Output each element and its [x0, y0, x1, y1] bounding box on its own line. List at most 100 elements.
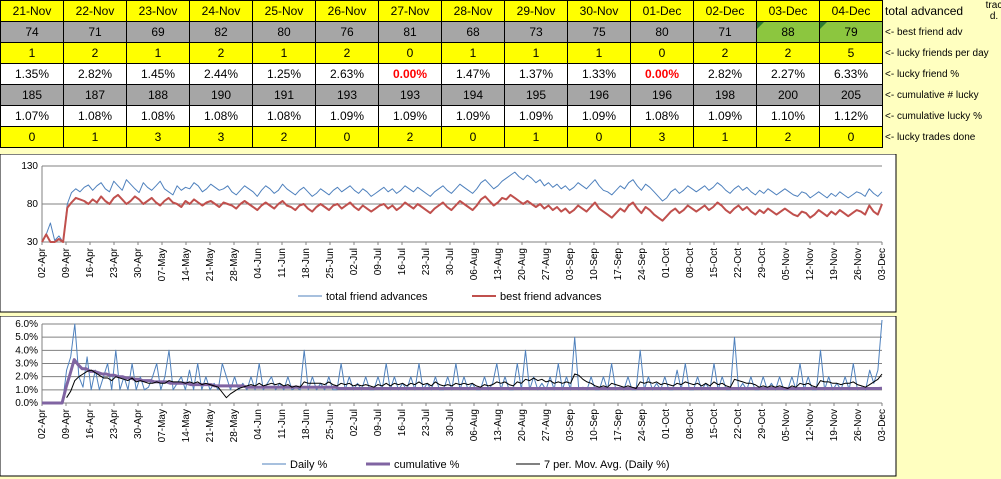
x-tick-label: 04-Jun [253, 409, 264, 440]
series-line-0 [42, 319, 883, 404]
table-cell: 1.08% [630, 105, 694, 127]
date-header-2: 23-Nov [126, 0, 190, 22]
table-cell: 1 [504, 42, 568, 64]
x-tick-label: 14-May [181, 409, 192, 442]
table-cell: 81 [378, 21, 442, 43]
table-row: 185 187 188 190 191 193 193 194 195 196 196 198 200 2… [0, 84, 1001, 106]
x-tick-label: 01-Oct [661, 248, 672, 278]
table-cell: 0 [630, 42, 694, 64]
table-cell: 75 [567, 21, 631, 43]
table-cell: 1 [567, 42, 631, 64]
table-cell: 2 [189, 42, 253, 64]
table-cell: 1 [441, 42, 505, 64]
chart2-series [42, 319, 883, 405]
date-header-1: 22-Nov [63, 0, 127, 22]
row-label: <- lucky friends per day [882, 42, 1001, 64]
table-cell: 80 [252, 21, 316, 43]
total-advanced-header: total advanced [882, 0, 1001, 22]
row-label: <- cumulative # lucky [882, 84, 1001, 106]
x-tick-label: 27-Aug [541, 409, 552, 441]
y-tick-label: 130 [21, 161, 38, 172]
table-cell: 1.09% [693, 105, 757, 127]
x-tick-label: 23-Jul [421, 409, 432, 436]
table-cell: 1.09% [567, 105, 631, 127]
table-cell: 200 [756, 84, 820, 106]
table-cell: 1.12% [819, 105, 883, 127]
chart2-x-ticks: 02-Apr 09-Apr 16-Apr 23-Apr 30-Apr 07-May 14-M… [37, 403, 888, 442]
date-header-5: 26-Nov [315, 0, 379, 22]
table-cell: 0 [567, 126, 631, 148]
row-label: <- lucky trades done [882, 126, 1001, 148]
table-cell: 1.09% [315, 105, 379, 127]
x-tick-label: 17-Sep [613, 248, 624, 281]
date-header-8: 29-Nov [504, 0, 568, 22]
date-header-0: 21-Nov [0, 0, 64, 22]
table-cell: 69 [126, 21, 190, 43]
table-cell: 2 [378, 126, 442, 148]
y-tick-label: 0.0% [15, 398, 38, 409]
x-tick-label: 30-Jul [445, 248, 456, 275]
table-cell: 185 [0, 84, 64, 106]
table-cell: 198 [693, 84, 757, 106]
y-tick-label: 3.0% [15, 359, 38, 370]
x-tick-label: 03-Sep [565, 409, 576, 442]
chart2-y-ticks: 0.0% 1.0% 2.0% 3.0% 4.0% 5.0% 6.0% [15, 319, 38, 409]
date-header-7: 28-Nov [441, 0, 505, 22]
x-tick-label: 04-Jun [253, 248, 264, 279]
chart1-gridlines [41, 165, 882, 243]
x-tick-label: 09-Jul [373, 248, 384, 275]
table-cell: 2 [315, 42, 379, 64]
table-cell: 5 [819, 42, 883, 64]
table-cell: 1 [126, 42, 190, 64]
table-cell: 196 [630, 84, 694, 106]
table-cell: 190 [189, 84, 253, 106]
table-cell: 1.08% [189, 105, 253, 127]
x-tick-label: 03-Dec [877, 248, 888, 280]
series-line-2 [66, 369, 883, 399]
x-tick-label: 28-May [229, 409, 240, 442]
x-tick-label: 28-May [229, 248, 240, 281]
date-header-9: 30-Nov [567, 0, 631, 22]
table-row: 74 71 69 82 80 76 81 68 73 75 80 71 88 79 <- best frie… [0, 21, 1001, 43]
x-tick-label: 16-Apr [85, 408, 96, 439]
x-tick-label: 11-Jun [277, 409, 288, 439]
table-cell: 6.33% [819, 63, 883, 85]
row-label: <- best friend adv [882, 21, 1001, 43]
x-tick-label: 23-Apr [109, 247, 120, 278]
table-cell: 0 [819, 126, 883, 148]
table-cell: 68 [441, 21, 505, 43]
table-cell: 79 [819, 21, 883, 43]
table-row: 1 2 1 2 1 2 0 1 1 1 0 2 2 5 <- lucky friends per day [0, 42, 1001, 64]
legend-label-2: 7 per. Mov. Avg. (Daily %) [544, 459, 670, 471]
x-tick-label: 08-Oct [685, 248, 696, 278]
y-tick-label: 2.0% [15, 372, 38, 383]
x-tick-label: 24-Sep [637, 248, 648, 281]
table-cell: 0 [378, 42, 442, 64]
x-tick-label: 13-Aug [493, 409, 504, 441]
x-tick-label: 12-Nov [805, 409, 816, 441]
x-tick-label: 07-May [157, 248, 168, 281]
table-cell: 3 [126, 126, 190, 148]
table-cell: 1.47% [441, 63, 505, 85]
x-tick-label: 05-Nov [781, 248, 792, 280]
table-cell: 0.00% [630, 63, 694, 85]
table-cell: 1 [0, 42, 64, 64]
table-cell: 1 [693, 126, 757, 148]
table-cell: 1.45% [126, 63, 190, 85]
table-cell: 1.08% [63, 105, 127, 127]
table-cell: 1.07% [0, 105, 64, 127]
table-cell: 2 [756, 42, 820, 64]
date-header-4: 25-Nov [252, 0, 316, 22]
y-tick-label: 5.0% [15, 332, 38, 343]
x-tick-label: 20-Aug [517, 409, 528, 441]
table-cell: 3 [189, 126, 253, 148]
table-row: 1.35% 2.82% 1.45% 2.44% 1.25% 2.63% 0.00% 1.47%… [0, 63, 1001, 85]
table-cell: 88 [756, 21, 820, 43]
advances-chart: 30 80 130 02-Apr 09-Apr 16-Apr 23-Apr 30-Apr 07… [0, 154, 897, 313]
legend-label-1: cumulative % [394, 459, 460, 471]
table-cell: 71 [63, 21, 127, 43]
x-tick-label: 26-Nov [853, 409, 864, 441]
chart1-y-ticks: 30 80 130 [21, 161, 38, 248]
table-cell: 3 [630, 126, 694, 148]
table-cell: 1 [252, 42, 316, 64]
